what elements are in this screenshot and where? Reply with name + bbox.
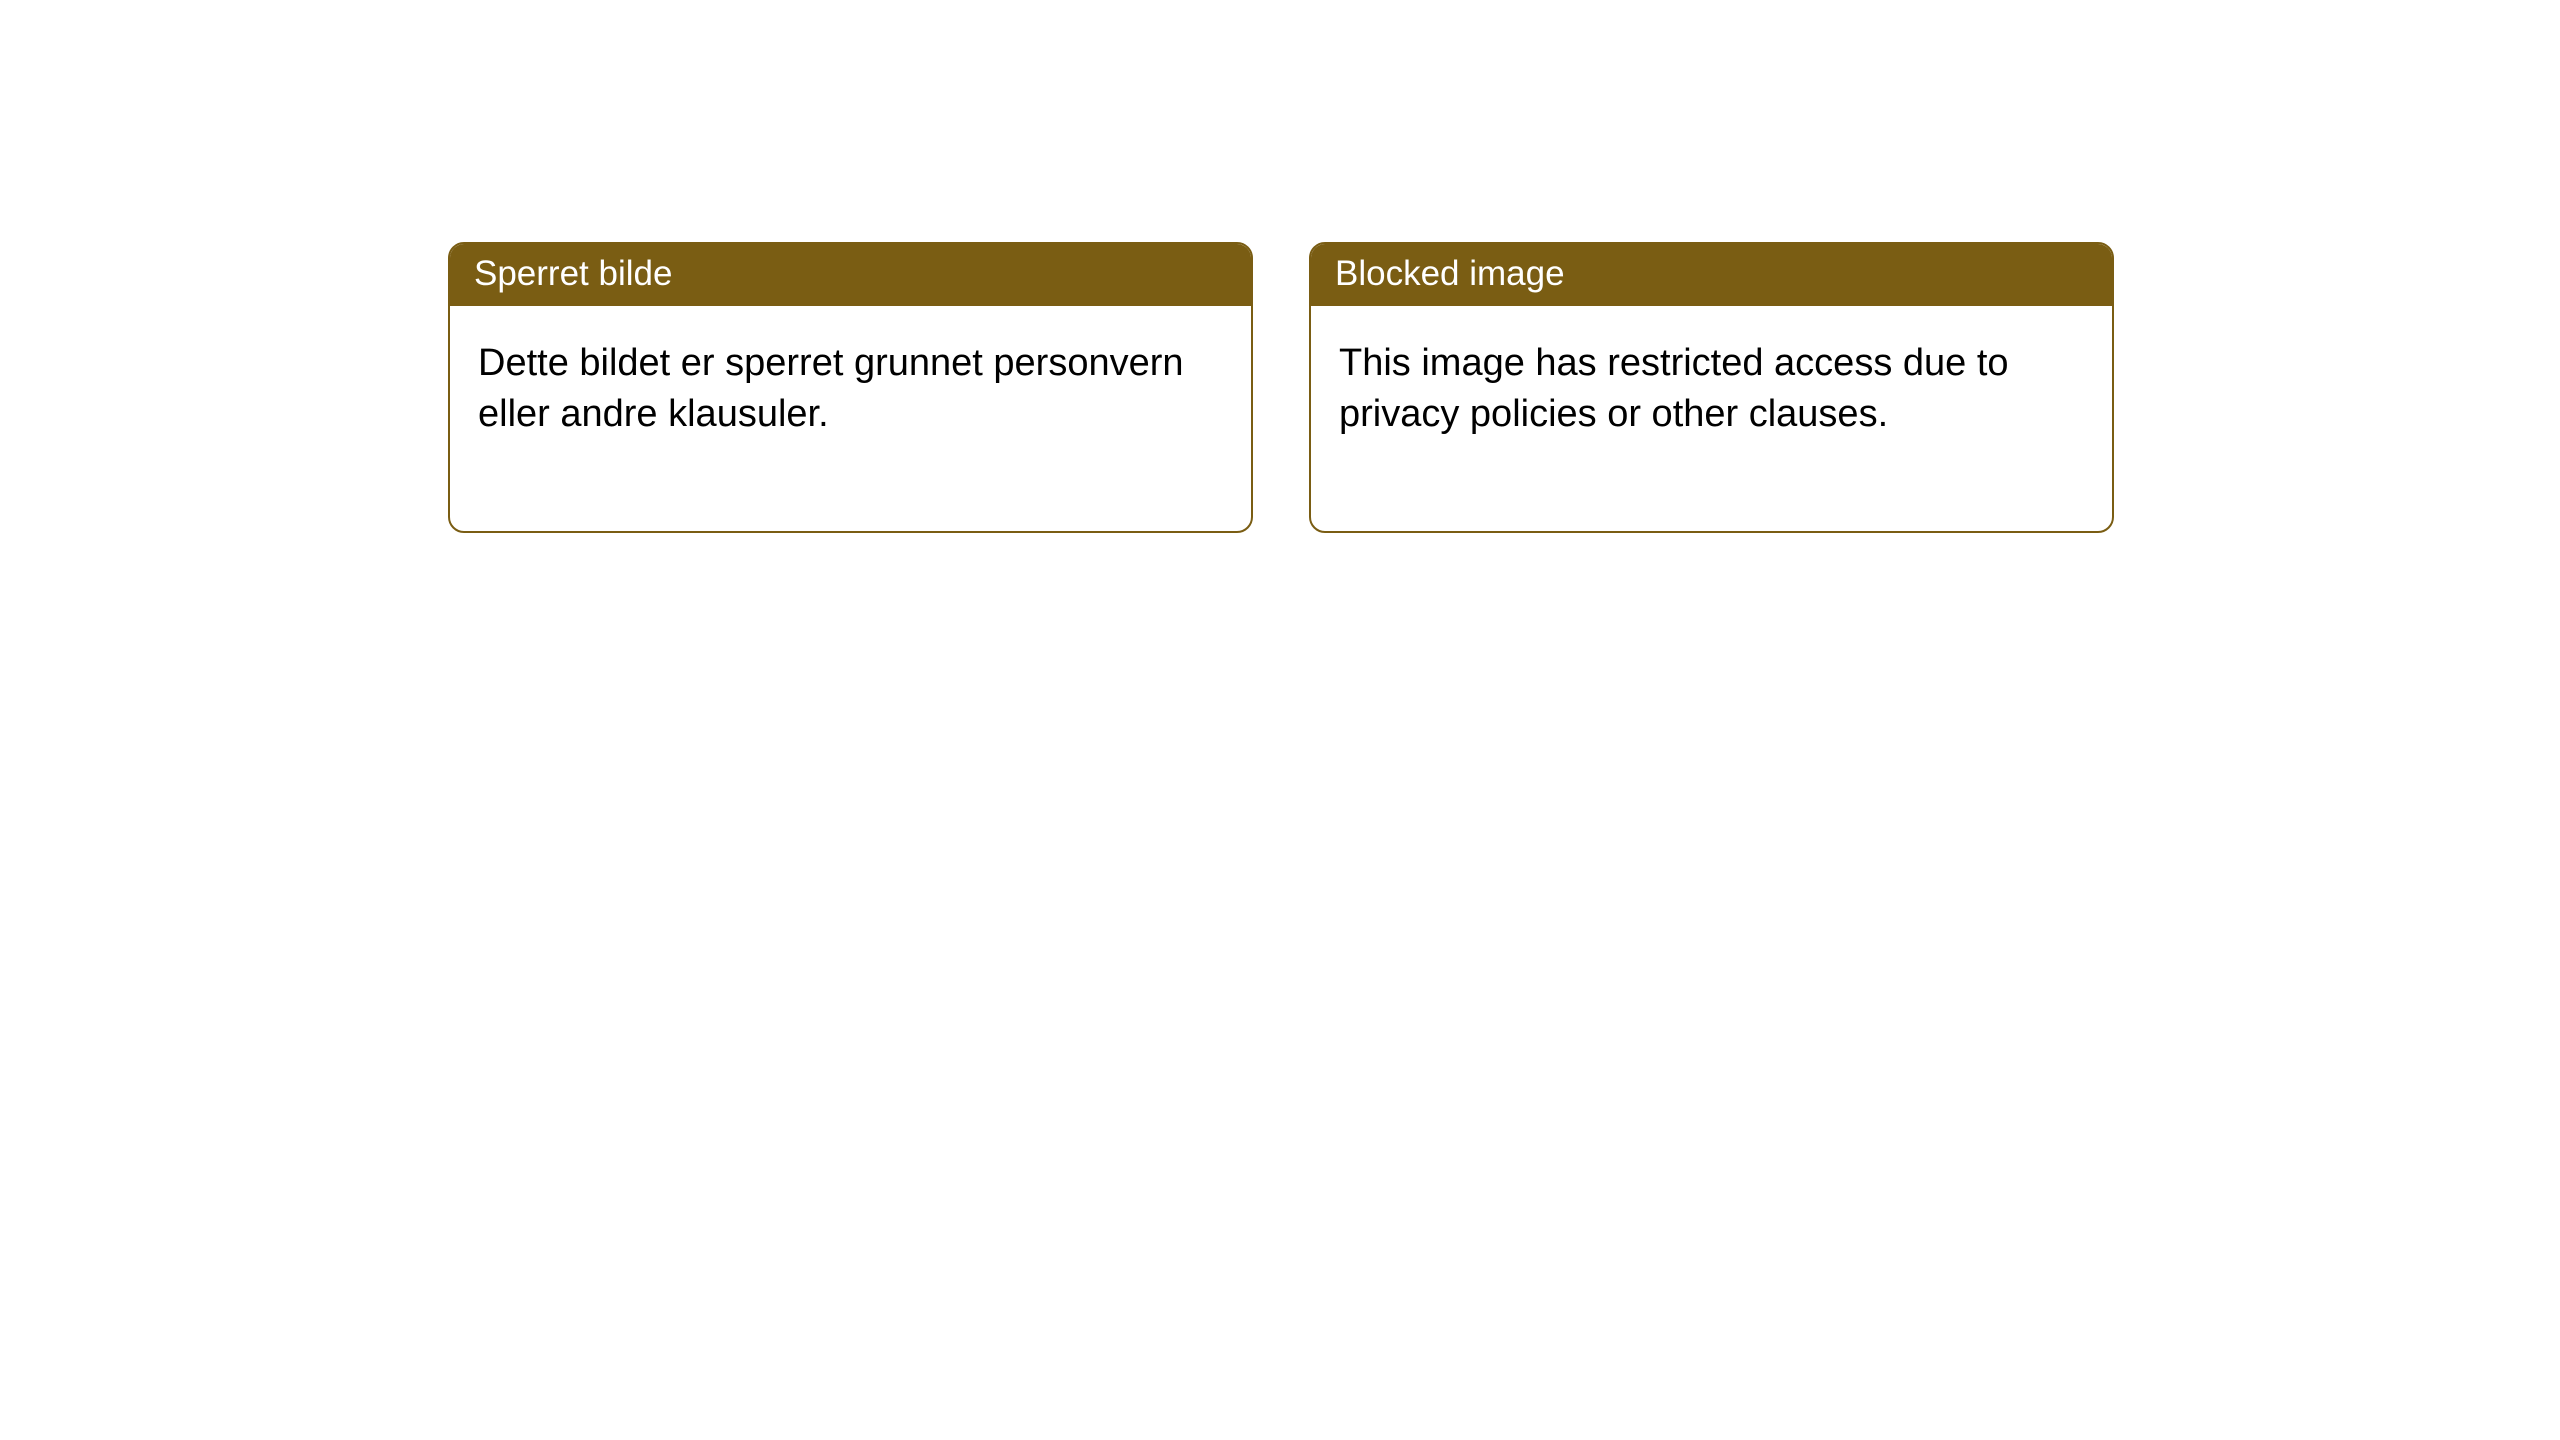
- notice-card-norwegian: Sperret bilde Dette bildet er sperret gr…: [448, 242, 1253, 533]
- notice-title: Sperret bilde: [450, 244, 1251, 306]
- notice-message: This image has restricted access due to …: [1311, 306, 2112, 531]
- notice-message: Dette bildet er sperret grunnet personve…: [450, 306, 1251, 531]
- notice-card-english: Blocked image This image has restricted …: [1309, 242, 2114, 533]
- notice-container: Sperret bilde Dette bildet er sperret gr…: [0, 0, 2560, 533]
- notice-title: Blocked image: [1311, 244, 2112, 306]
